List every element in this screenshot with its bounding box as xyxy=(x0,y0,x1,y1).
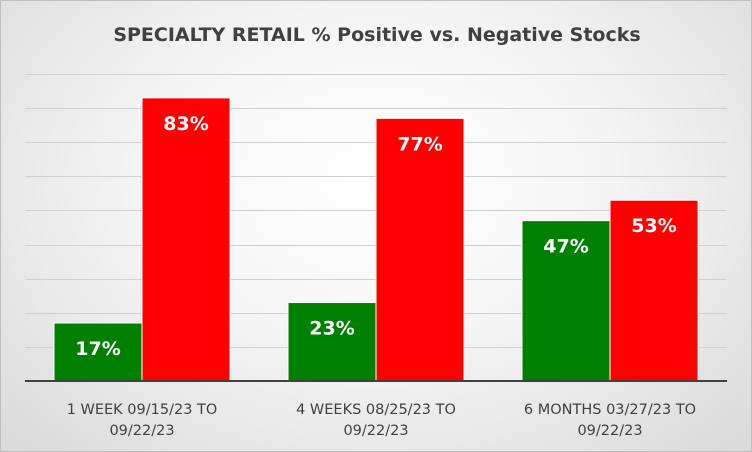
category-label: 1 WEEK 09/15/23 TO xyxy=(67,402,218,418)
category-label: 6 MONTHS 03/27/23 TO xyxy=(524,402,696,418)
category-labels: 1 WEEK 09/15/23 TO 09/22/23 4 WEEKS 08/25/… xyxy=(67,402,696,439)
category-label: 09/22/23 xyxy=(109,423,174,439)
data-label: 77% xyxy=(397,133,442,155)
category-label: 09/22/23 xyxy=(343,423,408,439)
category-label: 4 WEEKS 08/25/23 TO xyxy=(296,402,456,418)
data-label: 17% xyxy=(75,338,120,360)
data-label: 83% xyxy=(163,113,208,135)
data-label: 23% xyxy=(309,318,354,340)
bars xyxy=(53,97,699,382)
bar xyxy=(287,302,377,382)
bar xyxy=(141,97,231,382)
data-labels: 17% 83% 23% 77% 47% 53% xyxy=(75,113,676,360)
data-label: 47% xyxy=(543,236,588,258)
bar xyxy=(375,117,465,382)
data-label: 53% xyxy=(631,215,676,237)
category-label: 09/22/23 xyxy=(577,423,642,439)
chart-title: SPECIALTY RETAIL % Positive vs. Negative… xyxy=(113,24,640,46)
